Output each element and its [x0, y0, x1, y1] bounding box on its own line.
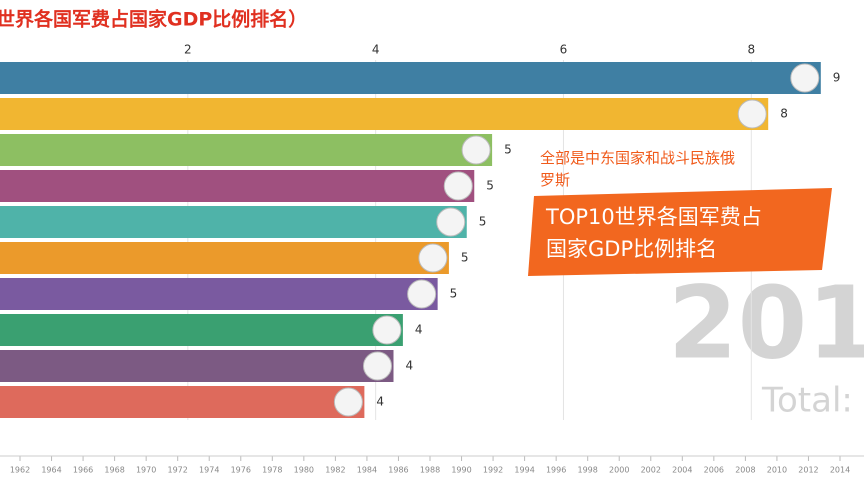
timeline-label: 1968 — [104, 466, 124, 475]
timeline-label: 2000 — [609, 466, 629, 475]
chart-title: 世界各国军费占国家GDP比例排名） — [0, 8, 307, 31]
timeline-label: 1994 — [514, 466, 534, 475]
timeline-label: 1996 — [546, 466, 566, 475]
bar — [0, 350, 394, 382]
timeline-label: 1986 — [388, 466, 408, 475]
timeline-label: 2008 — [735, 466, 755, 475]
timeline-label: 2010 — [767, 466, 787, 475]
timeline-label: 1988 — [420, 466, 440, 475]
flag-icon — [436, 207, 466, 237]
bar — [0, 386, 365, 418]
timeline-label: 2004 — [672, 466, 692, 475]
x-tick-label: 6 — [560, 43, 568, 57]
timeline-label: 1966 — [73, 466, 93, 475]
value-label: 4 — [376, 395, 384, 409]
flag-icon — [443, 171, 473, 201]
bar — [0, 62, 821, 94]
timeline-label: 1990 — [451, 466, 471, 475]
timeline-label: 1974 — [199, 466, 219, 475]
timeline-label: 1962 — [10, 466, 30, 475]
timeline-label: 2006 — [704, 466, 724, 475]
timeline-label: 1992 — [483, 466, 503, 475]
x-tick-label: 2 — [184, 43, 192, 57]
bar — [0, 134, 493, 166]
bar — [0, 242, 449, 274]
value-label: 5 — [450, 287, 458, 301]
timeline-label: 1964 — [41, 466, 61, 475]
bar — [0, 98, 769, 130]
timeline-label: 1982 — [325, 466, 345, 475]
annotation-line: 全部是中东国家和战斗民族俄罗斯 — [540, 149, 735, 189]
total-label: Total: — [761, 381, 853, 421]
timeline-label: 1998 — [578, 466, 598, 475]
year-watermark: 2018 — [668, 264, 864, 381]
timeline-label: 1970 — [136, 466, 156, 475]
timeline-label: 1978 — [262, 466, 282, 475]
value-label: 8 — [780, 107, 788, 121]
value-label: 5 — [486, 179, 494, 193]
flag-icon — [407, 279, 437, 309]
flag-icon — [461, 135, 491, 165]
banner-box — [528, 188, 832, 276]
flag-icon — [790, 63, 820, 93]
timeline-label: 1980 — [294, 466, 314, 475]
banner-line: TOP10世界各国军费占 — [545, 205, 762, 229]
value-label: 4 — [415, 323, 423, 337]
timeline-label: 1972 — [168, 466, 188, 475]
timeline-label: 2002 — [641, 466, 661, 475]
bar — [0, 206, 467, 238]
x-tick-label: 8 — [747, 43, 755, 57]
flag-icon — [737, 99, 767, 129]
value-label: 5 — [504, 143, 512, 157]
timeline-label: 2014 — [830, 466, 850, 475]
timeline-label: 1984 — [357, 466, 377, 475]
bar — [0, 314, 403, 346]
value-label: 5 — [461, 251, 469, 265]
bar — [0, 170, 475, 202]
banner-line: 国家GDP比例排名 — [546, 237, 717, 261]
flag-icon — [362, 351, 392, 381]
flag-icon — [333, 387, 363, 417]
timeline-label: 1976 — [231, 466, 251, 475]
value-label: 4 — [405, 359, 413, 373]
value-label: 5 — [479, 215, 487, 229]
bar — [0, 278, 438, 310]
flag-icon — [372, 315, 402, 345]
x-tick-label: 4 — [372, 43, 380, 57]
timeline-label: 2012 — [798, 466, 818, 475]
value-label: 9 — [833, 71, 841, 85]
flag-icon — [418, 243, 448, 273]
